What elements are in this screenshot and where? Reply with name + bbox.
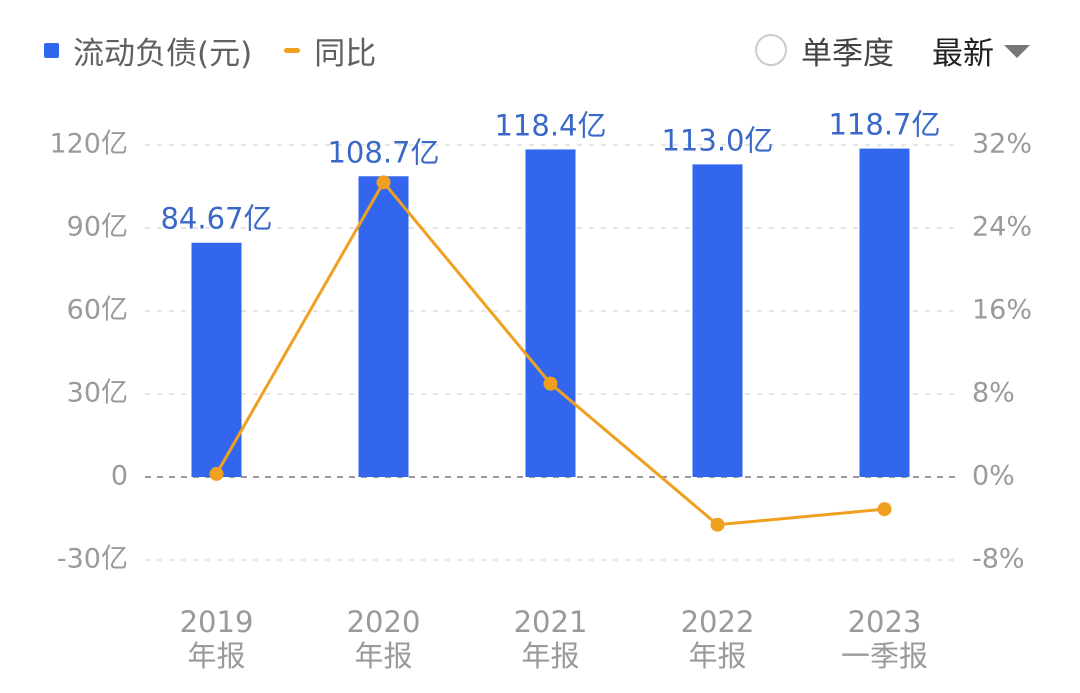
bar xyxy=(859,148,910,477)
right-axis-tick-label: 32% xyxy=(972,129,1032,160)
caret-down-icon xyxy=(1004,44,1030,58)
axis-labels: -30亿 0 30亿 60亿 90亿 120亿 -8% 0% 8% 16% 24% 32% 2019 年报… xyxy=(49,129,1032,674)
right-axis-tick-label: 16% xyxy=(972,295,1032,326)
left-axis-tick-label: 120亿 xyxy=(49,129,128,160)
bar-value-label: 113.0亿 xyxy=(661,123,773,157)
bar-value-label: 118.4亿 xyxy=(494,108,606,142)
bar-value-label: 84.67亿 xyxy=(160,202,272,236)
right-axis-tick-label: -8% xyxy=(972,544,1025,575)
left-axis-tick-label: 30亿 xyxy=(67,378,128,409)
yoy-point xyxy=(209,466,224,481)
yoy-point xyxy=(710,517,725,532)
radio-circle-icon[interactable] xyxy=(755,34,787,66)
category-label: 2021 年报 xyxy=(514,605,588,673)
bar-swatch-icon xyxy=(44,42,59,58)
legend-label-current-liabilities: 流动负债(元) xyxy=(73,35,253,72)
left-axis-tick-label: -30亿 xyxy=(57,544,128,575)
legend-item-yoy[interactable]: 同比 xyxy=(284,28,376,73)
left-axis-tick-label: 0 xyxy=(111,461,128,492)
bar-value-label: 118.7亿 xyxy=(828,108,940,142)
bar-series xyxy=(191,148,910,477)
bar xyxy=(358,176,409,477)
line-swatch-icon xyxy=(284,47,301,53)
bar xyxy=(525,149,576,477)
bar-value-label: 108.7亿 xyxy=(327,135,439,169)
legend-item-current-liabilities[interactable]: 流动负债(元) xyxy=(44,28,252,73)
chart-controls: 单季度 最新 xyxy=(755,28,1030,72)
category-label: 2020 年报 xyxy=(347,605,421,673)
right-axis-tick-label: 24% xyxy=(972,212,1032,243)
left-axis-tick-label: 60亿 xyxy=(67,295,128,326)
period-dropdown-label: 最新 xyxy=(932,35,994,72)
chart-legend: 流动负债(元) 同比 xyxy=(44,28,408,72)
bar xyxy=(191,242,242,477)
yoy-point xyxy=(543,376,558,391)
category-label: 2022 年报 xyxy=(681,605,755,673)
legend-label-yoy: 同比 xyxy=(314,35,377,72)
category-label: 2019 年报 xyxy=(180,605,254,673)
left-axis-tick-label: 90亿 xyxy=(67,212,128,243)
category-label: 2023 一季报 xyxy=(841,605,928,673)
yoy-point xyxy=(877,502,892,517)
grid-lines xyxy=(145,144,960,561)
single-quarter-toggle[interactable]: 单季度 xyxy=(801,35,894,72)
line-series xyxy=(209,175,892,532)
right-axis-tick-label: 0% xyxy=(972,461,1015,492)
period-dropdown[interactable]: 最新 xyxy=(932,28,1030,73)
yoy-point xyxy=(376,175,391,190)
data-labels: 84.67亿 108.7亿 118.4亿 113.0亿 118.7亿 xyxy=(160,108,940,236)
bar xyxy=(692,164,743,477)
right-axis-tick-label: 8% xyxy=(972,378,1015,409)
